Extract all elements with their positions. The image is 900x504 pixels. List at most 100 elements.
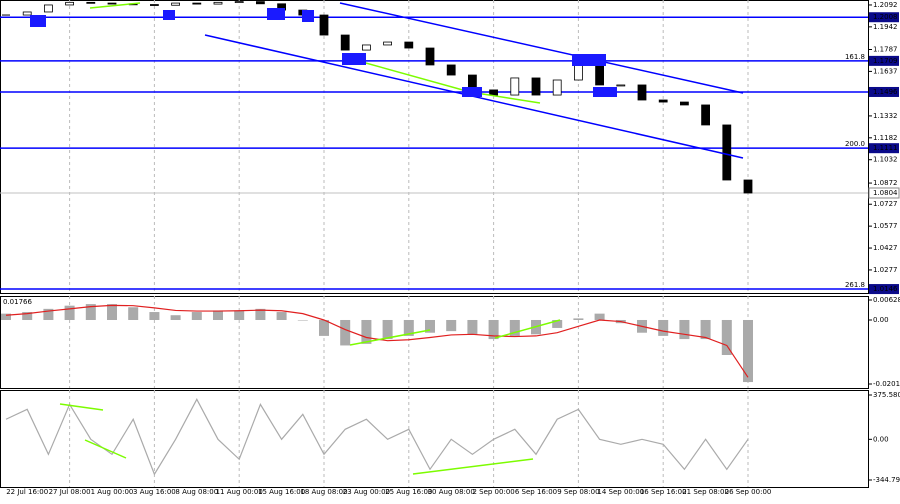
level-price-box	[869, 86, 899, 97]
candle	[637, 84, 647, 101]
histogram-bar	[340, 319, 351, 346]
marker-box	[163, 10, 175, 20]
histogram-bar	[446, 319, 457, 332]
candle	[234, 1, 244, 4]
x-tick-label: 25 Aug 16:00	[385, 488, 432, 496]
candle	[446, 64, 456, 76]
divergence-line	[89, 2, 141, 9]
marker-box	[572, 54, 606, 66]
marker-box	[267, 8, 285, 20]
panel-frame	[0, 0, 869, 294]
x-tick-label: 21 Sep 08:00	[682, 488, 729, 496]
candle	[552, 79, 562, 96]
marker-box	[462, 87, 482, 97]
candle	[192, 2, 202, 5]
candle	[425, 47, 435, 66]
divergence-line	[412, 458, 534, 475]
candle	[680, 101, 689, 106]
x-tick-label: 2 Sep 00:00	[472, 488, 514, 496]
x-tick-label: 22 Jul 16:00	[6, 488, 48, 496]
x-tick-label: 1 Aug 00:00	[91, 488, 134, 496]
candle	[149, 4, 159, 6]
x-tick-label: 8 Aug 08:00	[175, 488, 218, 496]
candle	[171, 2, 181, 6]
histogram-bar	[679, 319, 690, 340]
y-tick-label: 1.0577	[873, 222, 898, 230]
y-tick-label: -344.798	[873, 476, 900, 484]
divergence-line	[349, 329, 431, 346]
histogram-bar	[234, 310, 245, 320]
level-price-box	[869, 143, 899, 154]
candle	[107, 2, 117, 5]
candle	[743, 179, 753, 194]
y-tick-label: 1.1637	[873, 67, 898, 75]
signal-line	[5, 304, 749, 378]
level-price-box	[869, 55, 899, 66]
divergence-line	[354, 59, 471, 93]
candle	[616, 84, 626, 87]
level-price-label: 1.2008	[873, 13, 898, 21]
histogram-bar	[425, 319, 435, 333]
histogram-bar	[658, 319, 669, 336]
x-tick-label: 27 Jul 08:00	[49, 488, 91, 496]
histogram-bar	[361, 319, 372, 344]
candle	[701, 104, 710, 126]
marker-box	[342, 53, 366, 65]
y-tick-label: 1.1942	[873, 23, 898, 31]
divergence-line	[84, 439, 127, 459]
x-tick-label: 23 Aug 00:00	[343, 488, 390, 496]
panel-frame	[0, 296, 869, 389]
candle	[658, 99, 668, 103]
histogram-bar	[64, 305, 75, 320]
y-tick-label: 1.1332	[873, 112, 898, 120]
y-tick-label: 1.0727	[873, 200, 898, 208]
histogram-bar	[700, 319, 711, 340]
histogram-bar	[170, 315, 181, 320]
candle	[361, 44, 371, 51]
y-tick-label: 1.1787	[873, 45, 898, 53]
y-tick-label: 1.1182	[873, 134, 898, 142]
y-tick-label: 1.0277	[873, 266, 898, 274]
candle	[489, 89, 499, 96]
histogram-bar	[297, 319, 308, 321]
marker-box	[593, 87, 617, 97]
histogram-bar	[85, 304, 96, 320]
x-tick-label: 6 Sep 16:00	[515, 488, 557, 496]
y-tick-label: 1.0427	[873, 244, 898, 252]
x-tick-label: 11 Aug 00:00	[216, 488, 263, 496]
x-tick-label: 26 Sep 00:00	[725, 488, 772, 496]
x-tick-label: 14 Sep 00:00	[597, 488, 644, 496]
fib-label: 161.8	[845, 53, 865, 61]
annotations	[30, 2, 744, 475]
candle	[722, 124, 732, 181]
level-price-box	[869, 284, 899, 295]
level-price-label: 1.1496	[873, 88, 898, 96]
candle	[531, 77, 541, 96]
candle	[404, 41, 414, 49]
histogram-bar	[319, 319, 329, 336]
histogram-bar	[552, 319, 563, 328]
last-price-box	[868, 187, 900, 199]
y-tick-label: 1.0872	[873, 179, 898, 187]
level-price-label: 1.1111	[873, 144, 898, 152]
y-tick-label: 375.5808	[873, 391, 900, 399]
y-tick-label: 1.1032	[873, 156, 898, 164]
channel-line	[339, 2, 744, 94]
histogram-bar	[467, 319, 478, 335]
indicator-label: 0.01766	[3, 298, 32, 306]
histogram-bar	[149, 312, 160, 320]
candle	[44, 4, 53, 13]
divergence-line	[494, 319, 561, 339]
divergence-line	[59, 403, 104, 411]
candle	[22, 11, 32, 16]
candle	[319, 14, 329, 36]
histogram-bar	[594, 313, 605, 320]
histogram-bar	[382, 319, 393, 340]
histogram-bar	[743, 319, 753, 383]
level-price-label: 1.0146	[873, 285, 898, 293]
histogram-bar	[22, 312, 33, 320]
candle	[86, 1, 96, 4]
level-price-label: 1.1709	[873, 57, 898, 65]
marker-box	[30, 15, 46, 27]
